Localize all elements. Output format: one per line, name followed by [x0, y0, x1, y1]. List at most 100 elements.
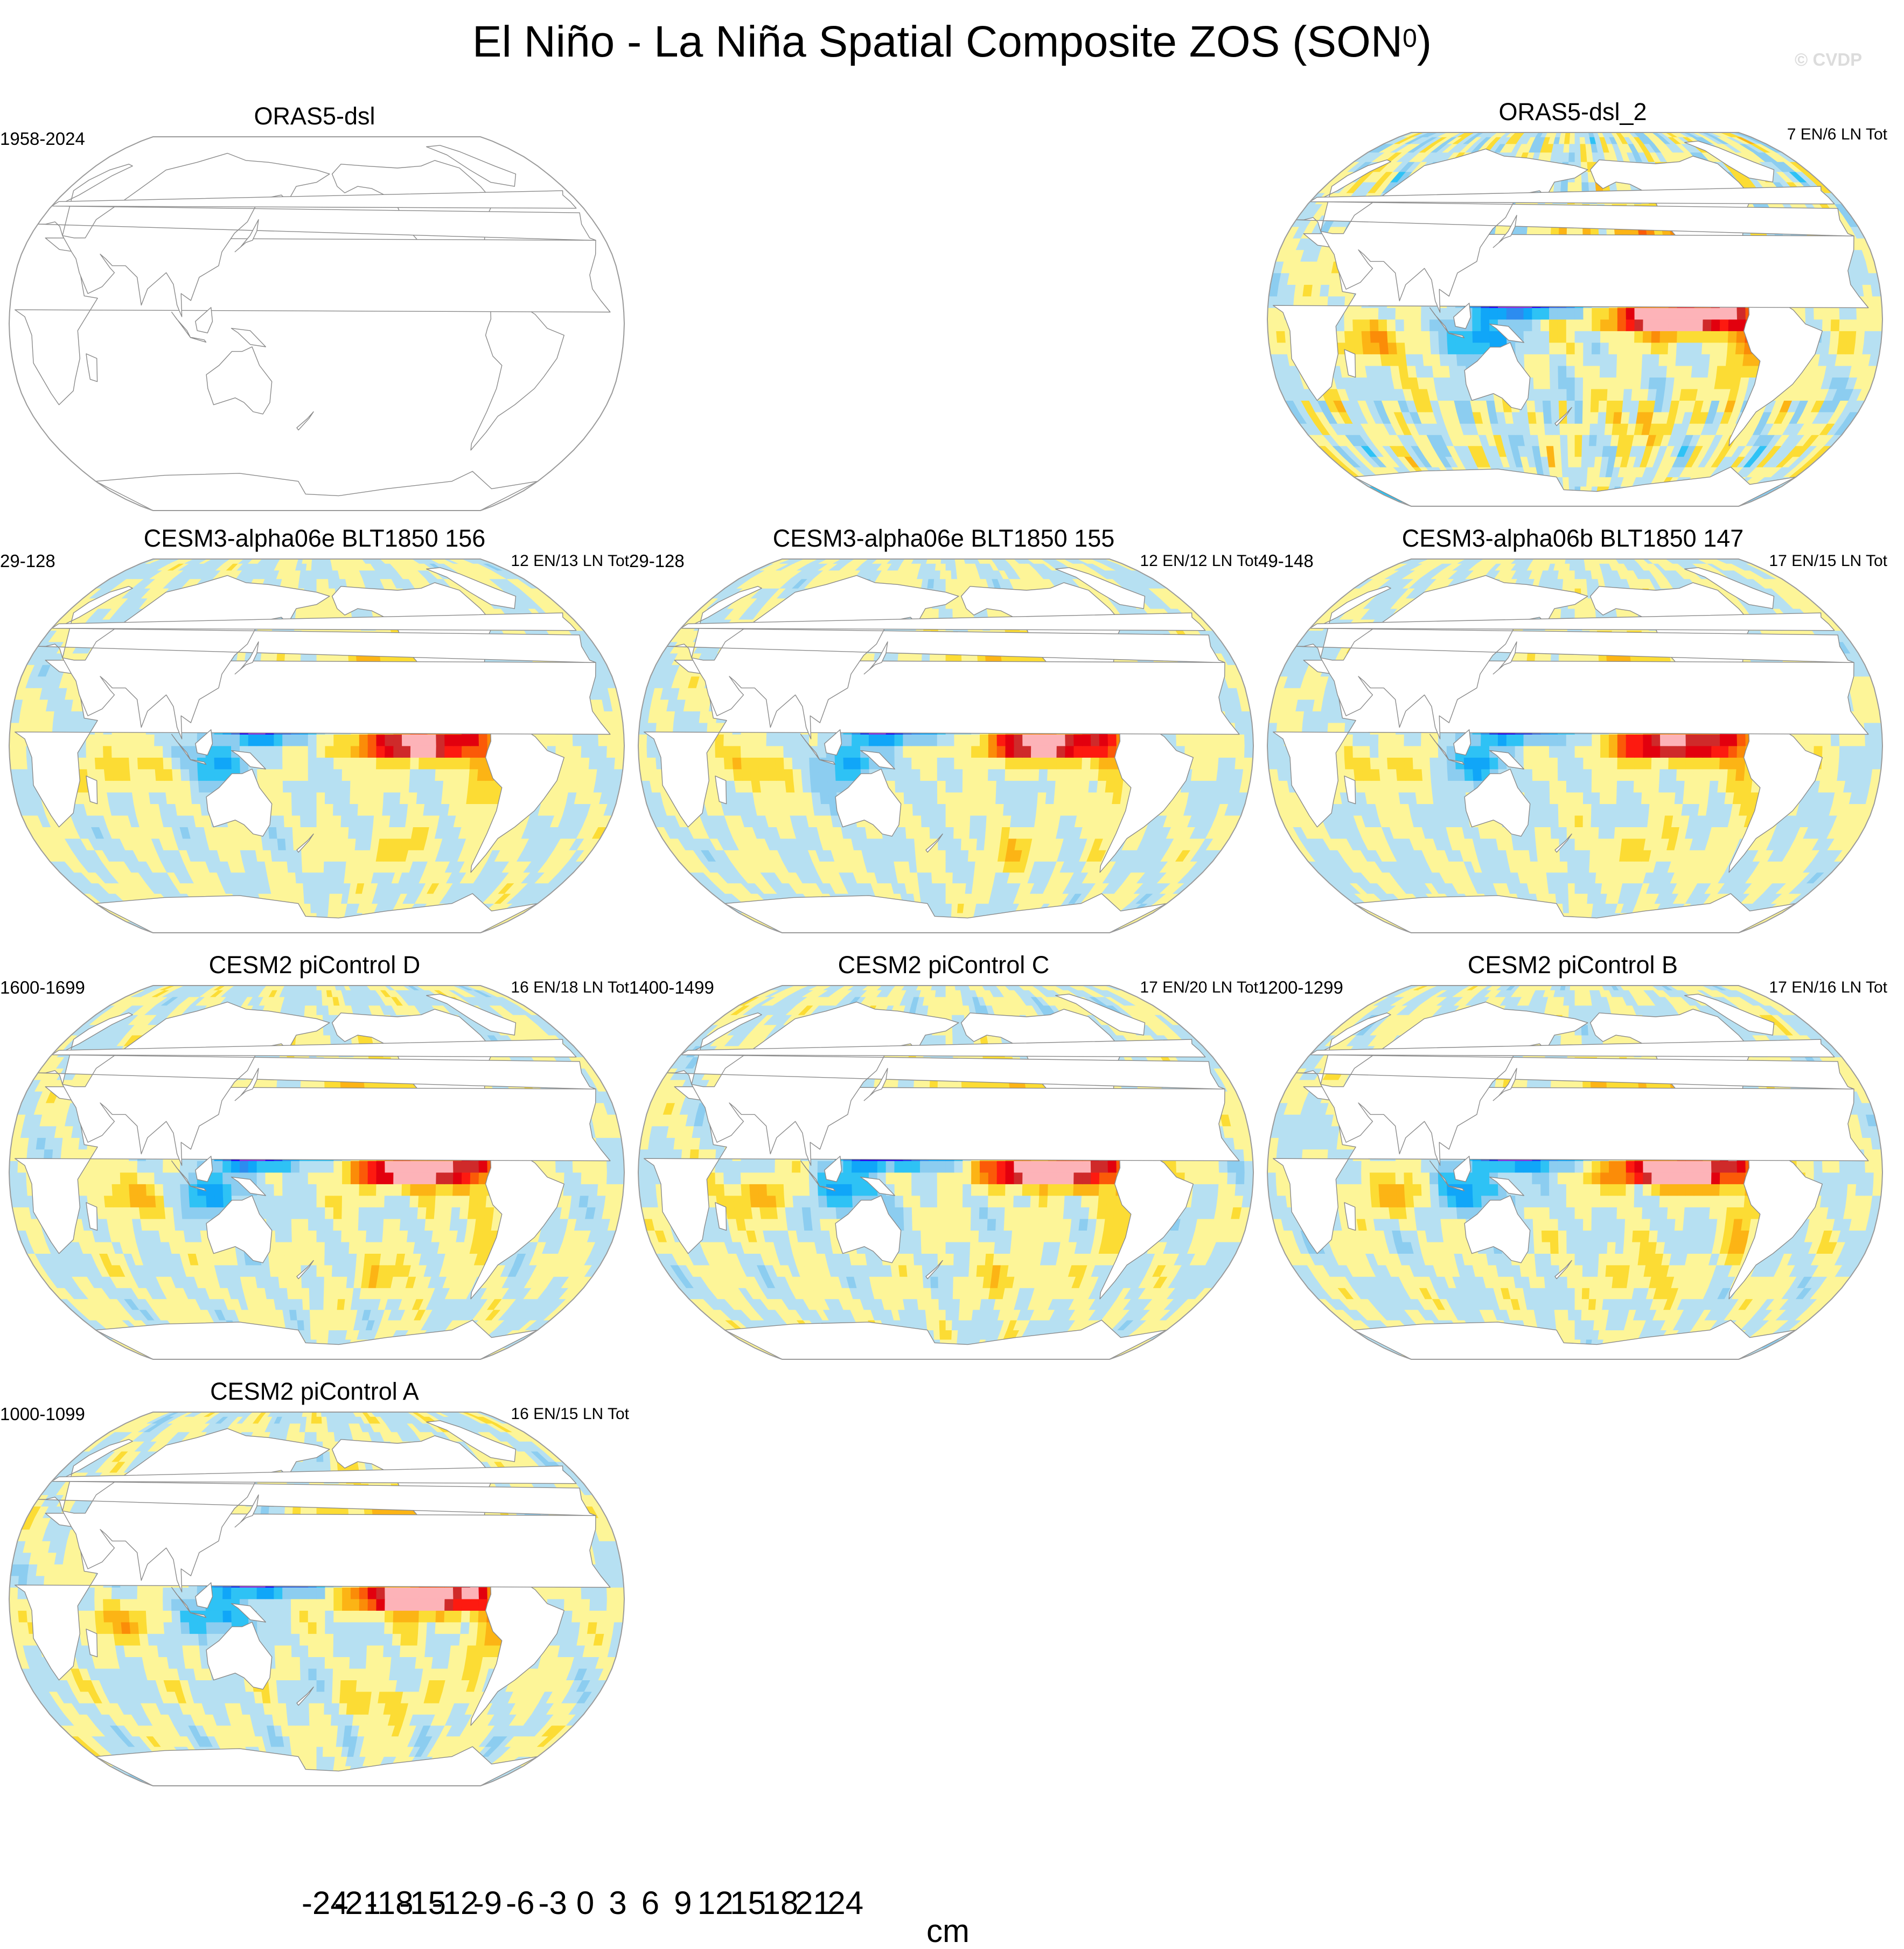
field-cell — [434, 781, 443, 793]
field-cell — [1563, 477, 1569, 486]
field-cell — [1685, 331, 1694, 343]
field-cell — [1651, 343, 1660, 354]
field-cell — [1615, 389, 1624, 401]
field-cell — [137, 758, 147, 770]
field-cell — [275, 792, 283, 804]
field-cell — [70, 711, 80, 723]
field-cell — [1829, 343, 1838, 354]
field-cell — [1558, 319, 1566, 331]
field-cell — [351, 746, 359, 758]
field-cell — [1553, 182, 1561, 193]
field-cell — [27, 711, 38, 723]
field-cell — [461, 758, 470, 770]
field-cell — [1404, 331, 1413, 343]
field-cell — [1660, 319, 1669, 331]
field-cell — [111, 746, 120, 758]
field-cell — [95, 758, 104, 770]
field-cell — [1473, 331, 1481, 343]
field-cell — [1676, 354, 1685, 366]
field-cell — [340, 839, 348, 850]
field-cell — [382, 804, 392, 816]
field-cell — [1560, 423, 1568, 435]
field-cell — [309, 804, 317, 816]
field-cell — [1665, 378, 1675, 389]
field-cell — [384, 781, 393, 793]
field-cell — [401, 781, 410, 793]
field-cell — [257, 746, 266, 758]
field-cell — [283, 758, 291, 770]
field-cell — [359, 769, 368, 781]
field-cell — [375, 792, 384, 804]
field-cell — [1312, 285, 1321, 297]
field-cell — [1387, 319, 1396, 331]
field-cell — [45, 711, 54, 723]
field-cell — [302, 861, 310, 872]
field-cell — [1344, 319, 1353, 331]
field-cell — [1550, 389, 1559, 401]
field-cell — [564, 735, 573, 746]
field-cell — [359, 735, 368, 746]
field-cell — [287, 861, 295, 872]
field-cell — [1431, 354, 1441, 366]
field-cell — [1600, 331, 1609, 343]
panel-title: CESM3-alpha06e BLT1850 156 — [0, 523, 629, 554]
field-cell — [355, 839, 364, 850]
field-cell — [1865, 308, 1874, 320]
field-cell — [458, 792, 468, 804]
field-cell — [333, 769, 342, 781]
field-cell — [1344, 331, 1354, 343]
field-cell — [330, 883, 337, 893]
field-cell — [1575, 389, 1583, 401]
field-cell — [183, 792, 192, 804]
field-cell — [137, 735, 146, 746]
field-cell — [349, 815, 358, 827]
field-cell — [291, 792, 300, 804]
field-cell — [1533, 366, 1542, 378]
field-cell — [350, 804, 358, 816]
field-cell — [1524, 343, 1532, 354]
field-cell — [1564, 137, 1570, 144]
field-cell — [1601, 308, 1609, 320]
field-cell — [180, 758, 190, 770]
field-cell — [1686, 319, 1694, 331]
field-cell — [1481, 331, 1490, 343]
field-cell — [206, 758, 214, 770]
field-cell — [1558, 343, 1566, 354]
field-cell — [1568, 467, 1575, 477]
field-cell — [223, 758, 232, 770]
field-cell — [1515, 308, 1524, 320]
field-cell — [1439, 343, 1448, 354]
field-cell — [172, 769, 182, 781]
field-cell — [1709, 354, 1719, 366]
field-cell — [346, 850, 355, 861]
panel-oras5-dsl-2: ORAS5-dsl_2 7 EN/6 LN Tot — [1258, 97, 1887, 517]
field-cell — [547, 735, 556, 746]
field-cell — [323, 883, 330, 893]
field-cell — [1396, 343, 1406, 354]
field-cell — [324, 850, 332, 861]
field-cell — [1549, 308, 1558, 320]
field-cell — [283, 781, 291, 793]
field-cell — [348, 827, 357, 839]
field-cell — [1560, 132, 1566, 137]
field-cell — [427, 758, 436, 770]
field-cell — [1873, 308, 1882, 320]
field-cell — [1626, 331, 1635, 343]
field-cell — [1617, 308, 1626, 320]
field-cell — [1549, 467, 1557, 477]
field-cell — [1685, 343, 1694, 354]
field-cell — [1727, 343, 1736, 354]
field-cell — [103, 758, 113, 770]
field-cell — [400, 792, 409, 804]
field-cell — [1464, 343, 1474, 354]
world-map — [9, 555, 625, 937]
field-cell — [563, 758, 573, 770]
field-cell — [310, 893, 317, 904]
field-cell — [1541, 343, 1550, 354]
field-cell — [277, 839, 286, 850]
field-cell — [1583, 378, 1592, 389]
field-cell — [1575, 331, 1584, 343]
field-cell — [1635, 308, 1643, 320]
field-cell — [1532, 331, 1541, 343]
field-cell — [146, 735, 155, 746]
